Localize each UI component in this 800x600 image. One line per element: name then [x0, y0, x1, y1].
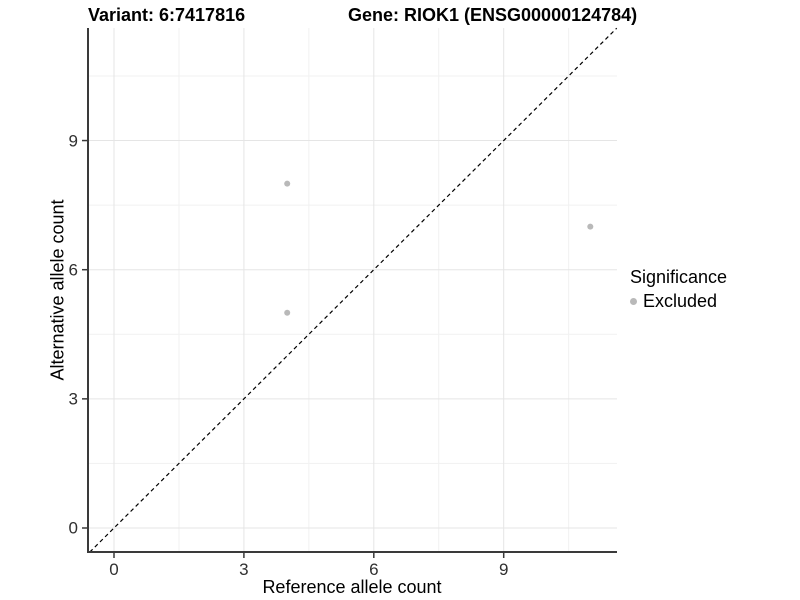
- y-tick-label: 0: [68, 518, 78, 538]
- data-point: [284, 180, 291, 187]
- y-tick-label: 6: [68, 260, 78, 280]
- x-tick-label: 0: [109, 560, 119, 579]
- data-point: [587, 223, 594, 230]
- excluded-point-icon: [630, 298, 637, 305]
- legend-entry-excluded: Excluded: [630, 291, 727, 312]
- legend: Significance Excluded: [630, 267, 727, 312]
- data-point: [284, 309, 291, 316]
- y-tick-label: 9: [68, 131, 78, 151]
- x-tick-label: 3: [239, 560, 249, 579]
- y-tick-label: 3: [68, 389, 78, 409]
- legend-title: Significance: [630, 267, 728, 287]
- y-axis-title: Alternative allele count: [47, 199, 68, 381]
- plot-title-variant: Variant: 6:7417816: [88, 5, 246, 25]
- x-axis-title: Reference allele count: [262, 577, 442, 597]
- x-tick-label: 9: [498, 560, 509, 579]
- plot-title-gene: Gene: RIOK1 (ENSG00000124784): [348, 5, 638, 25]
- x-tick-label: 6: [369, 560, 379, 579]
- identity-dashed-line: [89, 27, 618, 553]
- legend-entry-label: Excluded: [643, 291, 718, 311]
